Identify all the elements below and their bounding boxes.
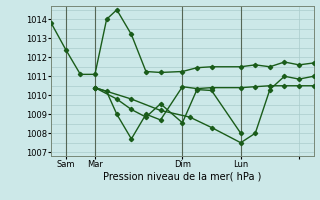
X-axis label: Pression niveau de la mer( hPa ): Pression niveau de la mer( hPa ) bbox=[103, 172, 261, 182]
